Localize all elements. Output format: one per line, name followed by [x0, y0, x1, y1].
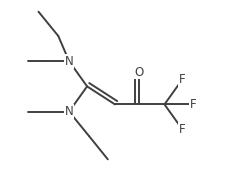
- Text: N: N: [64, 105, 73, 118]
- Text: O: O: [134, 66, 143, 78]
- Text: F: F: [189, 98, 196, 111]
- Text: F: F: [178, 123, 185, 136]
- Text: N: N: [64, 55, 73, 68]
- Text: F: F: [178, 73, 185, 86]
